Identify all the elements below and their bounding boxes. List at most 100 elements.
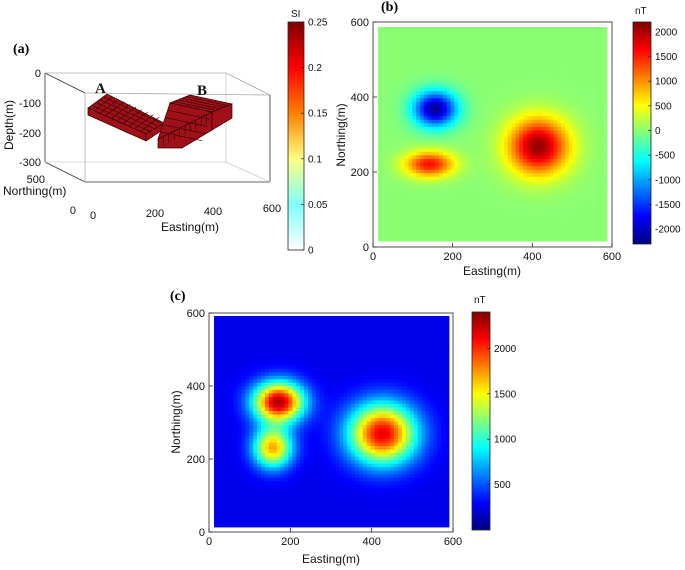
- heatmap-cell: [587, 41, 593, 46]
- heatmap-cell: [419, 158, 425, 163]
- heatmap-cell: [393, 180, 398, 185]
- heatmap-cell: [421, 379, 426, 384]
- heatmap-cell: [545, 134, 551, 138]
- heatmap-cell: [565, 94, 570, 99]
- heatmap-cell: [542, 155, 547, 160]
- heatmap-cell: [442, 123, 448, 128]
- heatmap-cell: [572, 87, 577, 92]
- heatmap-cell: [454, 148, 459, 153]
- heatmap-cell: [315, 354, 321, 359]
- heatmap-cell: [331, 326, 336, 331]
- heatmap-cell: [473, 230, 478, 235]
- heatmap-cell: [484, 205, 490, 210]
- heatmap-cell: [519, 191, 524, 196]
- heatmap-cell: [469, 116, 474, 121]
- x-tick-label: 200: [443, 251, 461, 263]
- heatmap-cell: [450, 134, 455, 138]
- heatmap-cell: [412, 76, 417, 81]
- heatmap-cell: [445, 326, 450, 331]
- heatmap-cell: [351, 326, 356, 331]
- heatmap-cell: [245, 319, 250, 324]
- heatmap-cell: [503, 137, 509, 142]
- heatmap-cell: [538, 101, 543, 106]
- heatmap-cell: [603, 105, 608, 110]
- heatmap-cell: [454, 76, 459, 81]
- depth-axis: 0 -100 -200 -300 Depth(m): [2, 68, 41, 169]
- heatmap-cell: [481, 198, 486, 203]
- heatmap-cell: [565, 44, 570, 49]
- heatmap-cell: [511, 187, 516, 192]
- heatmap-cell: [542, 105, 547, 110]
- heatmap-cell: [553, 101, 558, 106]
- heatmap-cell: [576, 84, 581, 89]
- heatmap-cell: [280, 330, 285, 334]
- heatmap-cell: [572, 69, 577, 74]
- heatmap-cell: [374, 379, 379, 384]
- heatmap-cell: [389, 180, 394, 185]
- heatmap-cell: [492, 183, 497, 188]
- heatmap-cell: [545, 173, 551, 178]
- heatmap-cell: [492, 134, 497, 138]
- heatmap-cell: [584, 173, 589, 178]
- heatmap-cell: [433, 365, 438, 370]
- heatmap-cell: [296, 372, 301, 377]
- heatmap-cell: [378, 201, 383, 206]
- heatmap-cell: [431, 219, 436, 224]
- heatmap-cell: [429, 375, 434, 380]
- heatmap-cell: [362, 319, 368, 324]
- heatmap-cell: [264, 375, 270, 380]
- heatmap-cell: [523, 198, 528, 203]
- heatmap-cell: [214, 326, 219, 331]
- heatmap-cell: [404, 166, 409, 171]
- heatmap-cell: [568, 27, 574, 31]
- heatmap-cell: [398, 382, 403, 387]
- heatmap-cell: [538, 44, 543, 49]
- heatmap-cell: [568, 141, 574, 146]
- heatmap-cell: [496, 59, 501, 64]
- heatmap-cell: [511, 109, 516, 113]
- heatmap-cell: [496, 230, 501, 235]
- heatmap-cell: [221, 375, 227, 380]
- heatmap-cell: [412, 130, 417, 135]
- heatmap-cell: [477, 34, 482, 39]
- block-grid-line: [116, 106, 137, 122]
- heatmap-cell: [469, 151, 474, 156]
- heatmap-cell: [300, 344, 305, 349]
- heatmap-cell: [412, 137, 417, 142]
- heatmap-cell: [404, 134, 409, 138]
- heatmap-cell: [515, 130, 520, 135]
- heatmap-cell: [515, 226, 520, 231]
- heatmap-cell: [249, 347, 254, 352]
- heatmap-cell: [503, 87, 509, 92]
- heatmap-cell: [217, 375, 223, 380]
- heatmap-cell: [355, 386, 360, 391]
- heatmap-cell: [492, 51, 497, 56]
- heatmap-cell: [412, 158, 417, 163]
- heatmap-cell: [595, 180, 600, 185]
- heatmap-cell: [603, 112, 608, 117]
- heatmap-cell: [458, 119, 463, 124]
- heatmap-cell: [257, 326, 262, 331]
- heatmap-cell: [481, 80, 486, 85]
- heatmap-cell: [389, 205, 394, 210]
- heatmap-cell: [378, 198, 383, 203]
- heatmap-cell: [446, 116, 451, 121]
- heatmap-cell: [477, 223, 482, 228]
- heatmap-cell: [488, 201, 493, 206]
- heatmap-cell: [461, 148, 467, 153]
- heatmap-cell: [331, 375, 336, 380]
- heatmap-cell: [488, 155, 493, 160]
- heatmap-cell: [587, 173, 593, 178]
- heatmap-cell: [253, 379, 258, 384]
- heatmap-cell: [595, 205, 600, 210]
- heatmap-cell: [545, 98, 551, 103]
- heatmap-cell: [374, 326, 379, 331]
- heatmap-cell: [553, 123, 558, 128]
- heatmap-cell: [481, 230, 486, 235]
- heatmap-cell: [481, 194, 486, 199]
- heatmap-cell: [446, 34, 451, 39]
- heatmap-cell: [378, 176, 383, 181]
- heatmap-cell: [214, 354, 219, 359]
- heatmap-cell: [458, 66, 463, 71]
- heatmap-cell: [280, 386, 285, 391]
